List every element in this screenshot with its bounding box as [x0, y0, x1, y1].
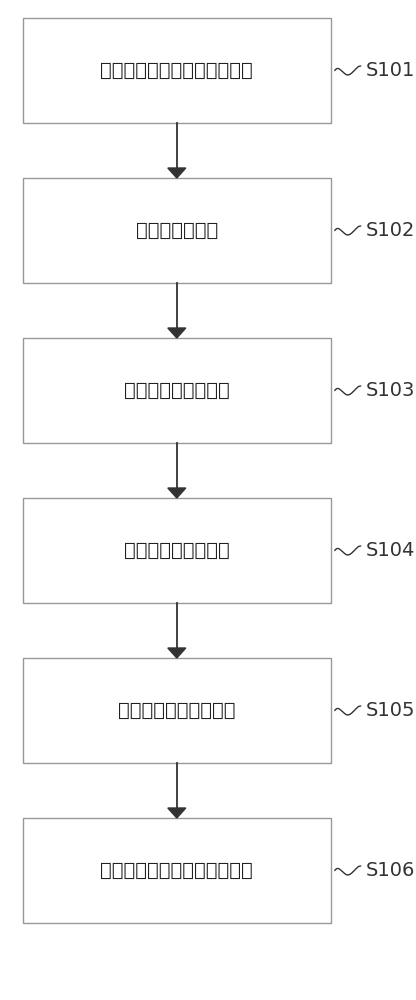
Text: S101: S101 [366, 61, 415, 80]
Text: 生成抛物线函数: 生成抛物线函数 [136, 221, 218, 240]
Text: S105: S105 [366, 701, 415, 720]
Text: 红外线根据切割轨迹进行切割: 红外线根据切割轨迹进行切割 [100, 861, 253, 880]
Bar [23, 338, 331, 443]
Polygon shape [168, 328, 186, 338]
Bar [23, 818, 331, 923]
Polygon shape [168, 488, 186, 498]
Text: 生成矩形的长度和高度: 生成矩形的长度和高度 [118, 701, 235, 720]
Text: 输入年龄、体重、单瓣叶数量: 输入年龄、体重、单瓣叶数量 [100, 61, 253, 80]
Polygon shape [168, 808, 186, 818]
Text: 生成直线切割线长度: 生成直线切割线长度 [124, 541, 230, 560]
Bar [23, 178, 331, 283]
Bar [23, 658, 331, 763]
Text: S102: S102 [366, 221, 415, 240]
Text: S104: S104 [366, 541, 415, 560]
Text: 确定抛物线两端距离: 确定抛物线两端距离 [124, 381, 230, 400]
Polygon shape [168, 168, 186, 178]
Bar [23, 498, 331, 603]
Text: S106: S106 [366, 861, 415, 880]
Bar [23, 18, 331, 123]
Polygon shape [168, 648, 186, 658]
Text: S103: S103 [366, 381, 415, 400]
